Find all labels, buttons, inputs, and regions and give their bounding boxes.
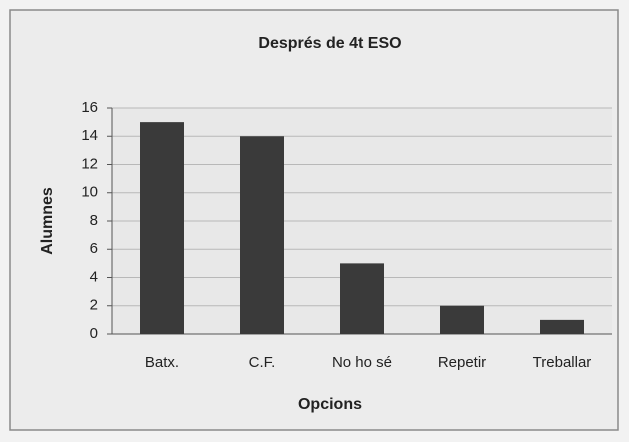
y-tick-label: 16 [81,99,98,116]
chart-title: Després de 4t ESO [258,35,401,52]
y-tick-label: 14 [81,127,98,144]
bar [540,319,584,334]
y-tick-label: 10 [81,184,98,201]
bar [440,305,484,334]
bar [340,263,384,334]
y-tick-label: 0 [90,325,98,342]
x-tick-label: No ho sé [332,354,392,371]
y-tick-label: 12 [81,155,98,172]
x-axis-title: Opcions [298,396,362,413]
y-tick-label: 8 [90,212,98,229]
y-tick-label: 6 [90,240,98,257]
bar [240,136,284,334]
y-axis-title: Alumnes [39,187,56,255]
x-tick-label: Treballar [533,354,592,371]
y-tick-label: 4 [90,268,98,285]
x-tick-label: C.F. [249,354,276,371]
y-tick-label: 2 [90,297,98,314]
x-tick-label: Repetir [438,354,486,371]
x-tick-label: Batx. [145,354,179,371]
bar [140,122,184,334]
